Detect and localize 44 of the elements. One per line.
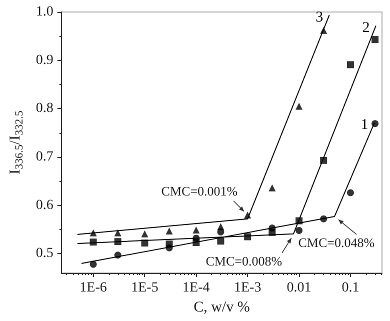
- y-tick-label: 1.0: [36, 4, 54, 20]
- y-tick-label: 0.8: [36, 101, 54, 116]
- annotation: CMC=0.001%: [161, 184, 238, 198]
- y-tick-label: 0.7: [36, 150, 54, 164]
- x-tick-label: 0.1: [342, 280, 360, 296]
- x-tick-label: 1E-4: [182, 280, 210, 296]
- x-axis-title: C, w/v %: [194, 299, 250, 316]
- point: [320, 26, 328, 34]
- x-tick-label: 0.01: [286, 280, 312, 296]
- point: [166, 227, 173, 234]
- point: [192, 226, 200, 234]
- point: [296, 217, 303, 224]
- annotation: CMC=0.008%: [206, 253, 282, 268]
- series-label: 1: [360, 117, 368, 134]
- point: [372, 36, 379, 44]
- x-tick-label: 1E-5: [131, 280, 158, 296]
- point: [268, 228, 276, 236]
- series-label: 2: [362, 20, 370, 36]
- point: [90, 238, 97, 246]
- point: [217, 238, 224, 245]
- point: [192, 239, 200, 246]
- point: [141, 240, 148, 247]
- point: [114, 229, 122, 236]
- point: [114, 238, 122, 246]
- x-tick-label: 1E-6: [80, 280, 107, 296]
- annotation: CMC=0.048%: [298, 234, 375, 250]
- series-label: 3: [316, 9, 324, 26]
- point: [268, 184, 276, 192]
- point: [296, 102, 303, 110]
- point: [244, 233, 252, 240]
- point: [114, 252, 122, 259]
- y-tick-label: 0.5: [36, 246, 54, 262]
- y-axis-title: I336.5/I332.5: [8, 110, 26, 174]
- y-tick-label: 0.9: [36, 52, 54, 68]
- point: [244, 212, 252, 218]
- point: [346, 61, 354, 68]
- x-tick-label: 1E-3: [234, 280, 262, 296]
- point: [90, 229, 97, 236]
- point: [320, 156, 328, 164]
- point: [217, 223, 224, 230]
- point: [166, 240, 173, 248]
- point: [141, 230, 148, 238]
- point: [90, 260, 97, 268]
- y-tick-label: 0.6: [36, 198, 54, 213]
